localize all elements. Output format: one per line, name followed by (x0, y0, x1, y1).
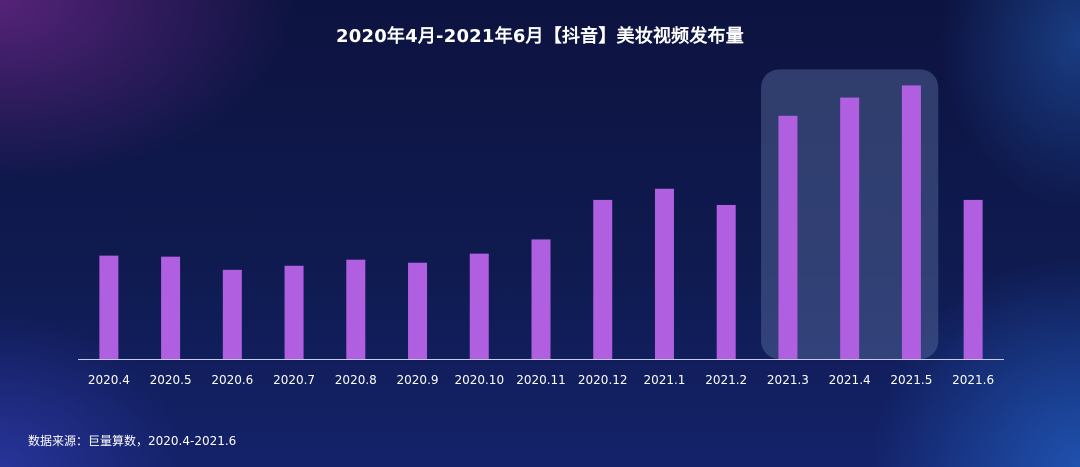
x-tick-label: 2020.12 (578, 373, 628, 387)
bar-2020.12 (593, 199, 613, 359)
source-note: 数据来源：巨量算数，2020.4-2021.6 (28, 434, 237, 448)
x-tick-labels: 2020.4 2020.5 2020.6 2020.7 2020.8 2020.9 2020… (88, 373, 994, 387)
bar-2020.8 (346, 259, 366, 359)
x-tick-label: 2021.5 (890, 373, 932, 387)
x-tick-label: 2021.2 (705, 373, 747, 387)
chart-title: 2020年4月-2021年6月【抖音】美妆视频发布量 (336, 26, 744, 47)
bar-2021.5 (901, 85, 921, 360)
x-tick-label: 2020.5 (150, 373, 192, 387)
bars-layer (99, 85, 983, 360)
bar-2021.3 (778, 115, 798, 359)
x-tick-label: 2020.8 (335, 373, 377, 387)
bar-2021.2 (716, 204, 736, 359)
bar-2020.9 (408, 262, 428, 359)
x-tick-label: 2021.3 (767, 373, 809, 387)
x-tick-label: 2021.1 (643, 373, 685, 387)
bar-2021.1 (654, 188, 674, 359)
x-tick-label: 2021.4 (829, 373, 871, 387)
x-tick-label: 2021.6 (952, 373, 994, 387)
bar-2020.6 (222, 269, 242, 359)
x-tick-label: 2020.4 (88, 373, 130, 387)
bar-2020.10 (469, 253, 489, 359)
x-tick-label: 2020.6 (211, 373, 253, 387)
bar-2021.6 (963, 199, 983, 359)
bar-2020.5 (161, 256, 181, 359)
bar-2021.4 (840, 97, 860, 359)
x-tick-label: 2020.11 (516, 373, 566, 387)
bar-2020.11 (531, 239, 551, 359)
x-tick-label: 2020.7 (273, 373, 315, 387)
x-tick-label: 2020.10 (454, 373, 504, 387)
bar-2020.7 (284, 265, 304, 359)
bar-2020.4 (99, 255, 119, 359)
x-tick-label: 2020.9 (397, 373, 439, 387)
